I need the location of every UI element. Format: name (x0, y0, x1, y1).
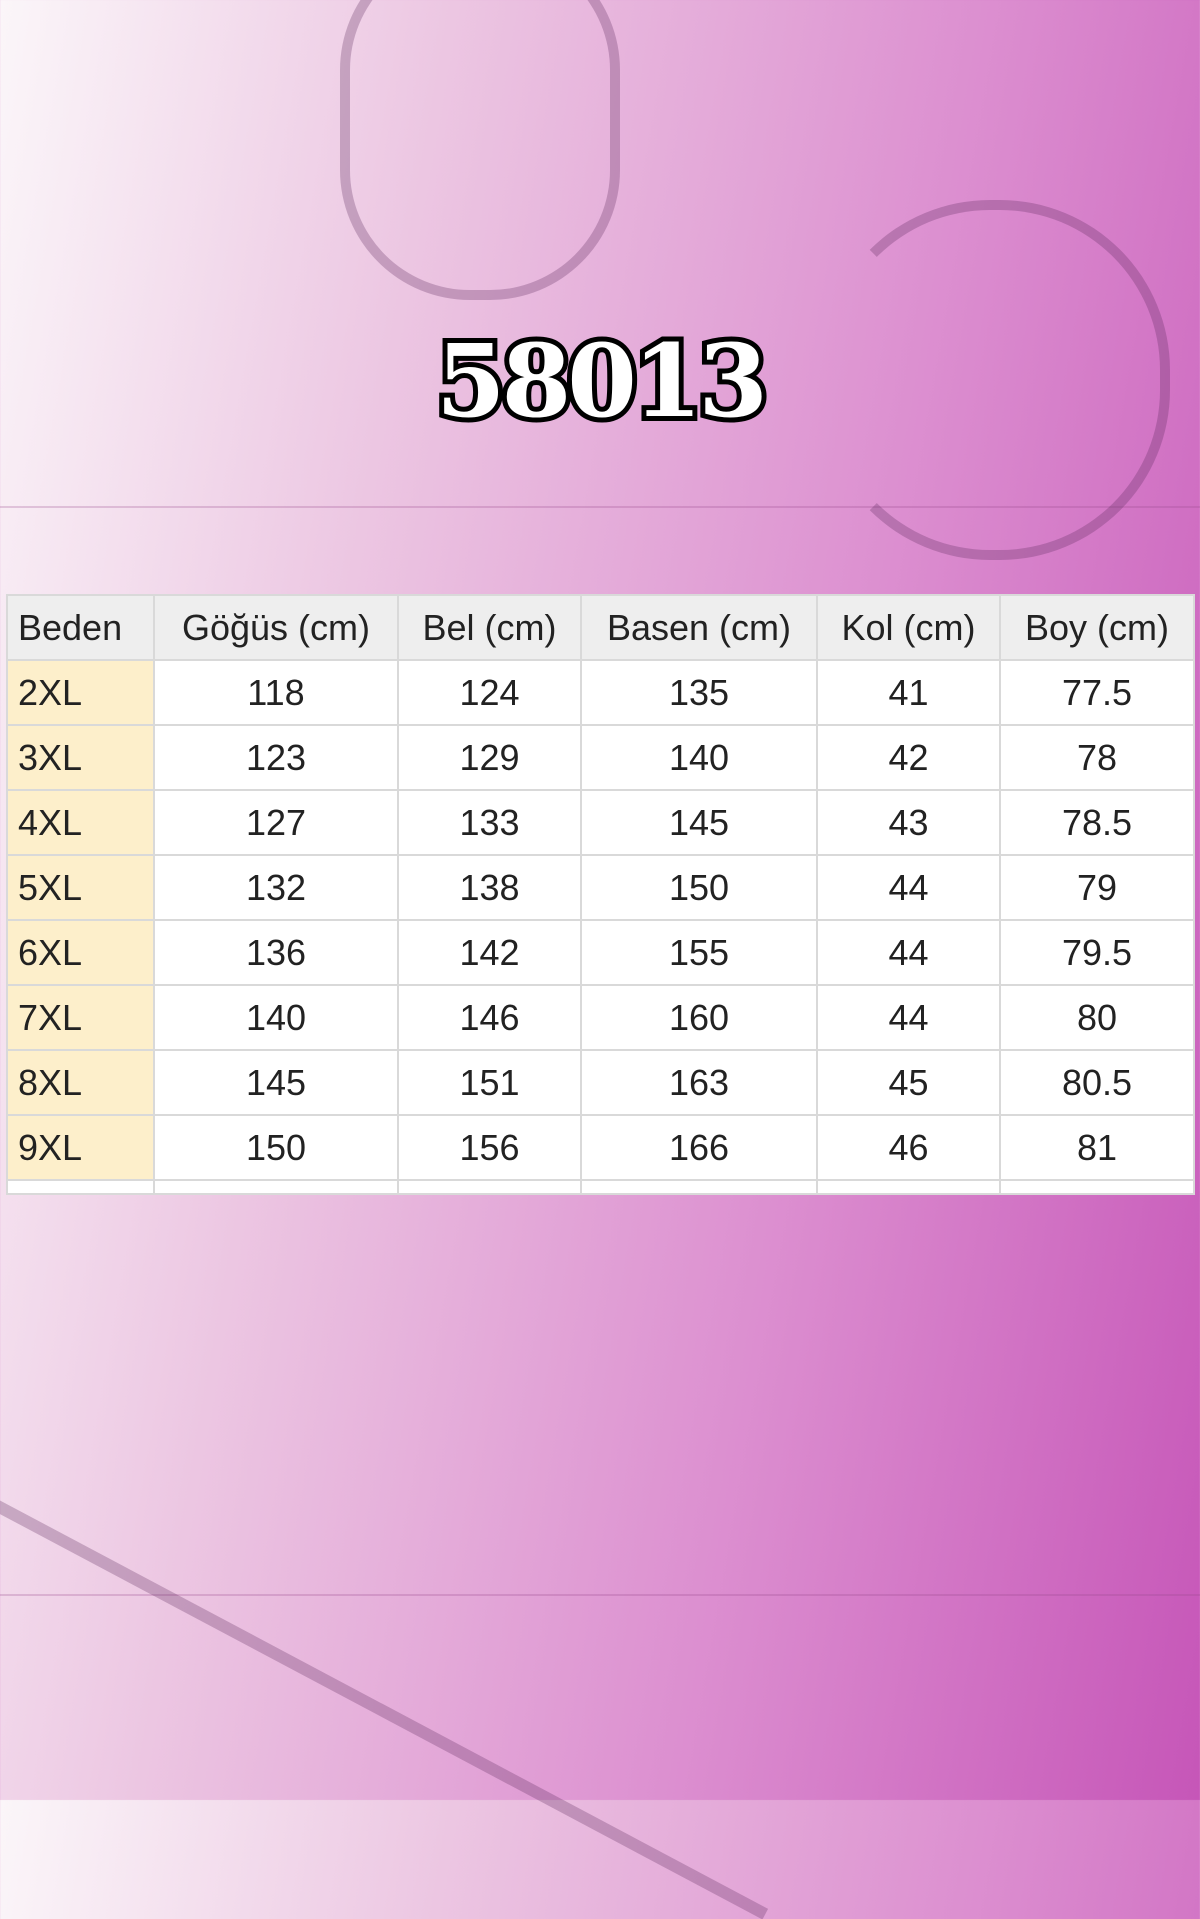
cell-hip: 160 (580, 984, 818, 1051)
cell-waist: 129 (397, 724, 582, 791)
table-row: 9XL 150 156 166 46 81 (6, 1114, 1195, 1181)
cell-chest: 123 (153, 724, 399, 791)
empty-cell (153, 1179, 399, 1195)
cell-hip: 150 (580, 854, 818, 921)
table-row: 3XL 123 129 140 42 78 (6, 724, 1195, 791)
cell-length: 81 (999, 1114, 1195, 1181)
cell-length: 77.5 (999, 659, 1195, 726)
cell-length: 80 (999, 984, 1195, 1051)
cell-sleeve: 44 (816, 854, 1001, 921)
empty-cell (816, 1179, 1001, 1195)
cell-hip: 135 (580, 659, 818, 726)
cell-waist: 156 (397, 1114, 582, 1181)
cell-chest: 145 (153, 1049, 399, 1116)
hanger-hook-graphic (340, 0, 620, 300)
cell-hip: 140 (580, 724, 818, 791)
cell-sleeve: 45 (816, 1049, 1001, 1116)
header-waist: Bel (cm) (397, 594, 582, 661)
table-row: 4XL 127 133 145 43 78.5 (6, 789, 1195, 856)
table-empty-row (6, 1179, 1195, 1195)
hanger-bar-graphic (0, 1480, 769, 1919)
cell-size: 4XL (6, 789, 155, 856)
cell-waist: 151 (397, 1049, 582, 1116)
cell-size: 9XL (6, 1114, 155, 1181)
cell-sleeve: 46 (816, 1114, 1001, 1181)
cell-length: 78 (999, 724, 1195, 791)
cell-waist: 142 (397, 919, 582, 986)
table-row: 5XL 132 138 150 44 79 (6, 854, 1195, 921)
cell-size: 2XL (6, 659, 155, 726)
cell-waist: 138 (397, 854, 582, 921)
table-row: 7XL 140 146 160 44 80 (6, 984, 1195, 1051)
empty-cell (397, 1179, 582, 1195)
empty-cell (6, 1179, 155, 1195)
cell-hip: 163 (580, 1049, 818, 1116)
header-length: Boy (cm) (999, 594, 1195, 661)
cell-hip: 166 (580, 1114, 818, 1181)
cell-size: 7XL (6, 984, 155, 1051)
size-chart-table: Beden Göğüs (cm) Bel (cm) Basen (cm) Kol… (6, 594, 1195, 1195)
empty-cell (580, 1179, 818, 1195)
cell-chest: 118 (153, 659, 399, 726)
empty-cell (999, 1179, 1195, 1195)
table-row: 2XL 118 124 135 41 77.5 (6, 659, 1195, 726)
cell-chest: 136 (153, 919, 399, 986)
table-row: 6XL 136 142 155 44 79.5 (6, 919, 1195, 986)
cell-length: 79 (999, 854, 1195, 921)
header-chest: Göğüs (cm) (153, 594, 399, 661)
background-plank-line (0, 506, 1200, 508)
cell-waist: 124 (397, 659, 582, 726)
cell-waist: 133 (397, 789, 582, 856)
cell-chest: 127 (153, 789, 399, 856)
cell-sleeve: 42 (816, 724, 1001, 791)
cell-size: 3XL (6, 724, 155, 791)
cell-chest: 150 (153, 1114, 399, 1181)
cell-size: 8XL (6, 1049, 155, 1116)
cell-sleeve: 43 (816, 789, 1001, 856)
cell-sleeve: 41 (816, 659, 1001, 726)
cell-hip: 155 (580, 919, 818, 986)
table-row: 8XL 145 151 163 45 80.5 (6, 1049, 1195, 1116)
header-size: Beden (6, 594, 155, 661)
hanger-hook-graphic (820, 200, 1170, 560)
cell-length: 79.5 (999, 919, 1195, 986)
cell-length: 80.5 (999, 1049, 1195, 1116)
cell-length: 78.5 (999, 789, 1195, 856)
header-hip: Basen (cm) (580, 594, 818, 661)
cell-sleeve: 44 (816, 984, 1001, 1051)
cell-chest: 132 (153, 854, 399, 921)
cell-waist: 146 (397, 984, 582, 1051)
table-header-row: Beden Göğüs (cm) Bel (cm) Basen (cm) Kol… (6, 594, 1195, 661)
cell-chest: 140 (153, 984, 399, 1051)
header-sleeve: Kol (cm) (816, 594, 1001, 661)
cell-sleeve: 44 (816, 919, 1001, 986)
background-plank-line (0, 1594, 1200, 1596)
product-code-title: 58013 (431, 317, 773, 445)
cell-size: 6XL (6, 919, 155, 986)
cell-size: 5XL (6, 854, 155, 921)
cell-hip: 145 (580, 789, 818, 856)
